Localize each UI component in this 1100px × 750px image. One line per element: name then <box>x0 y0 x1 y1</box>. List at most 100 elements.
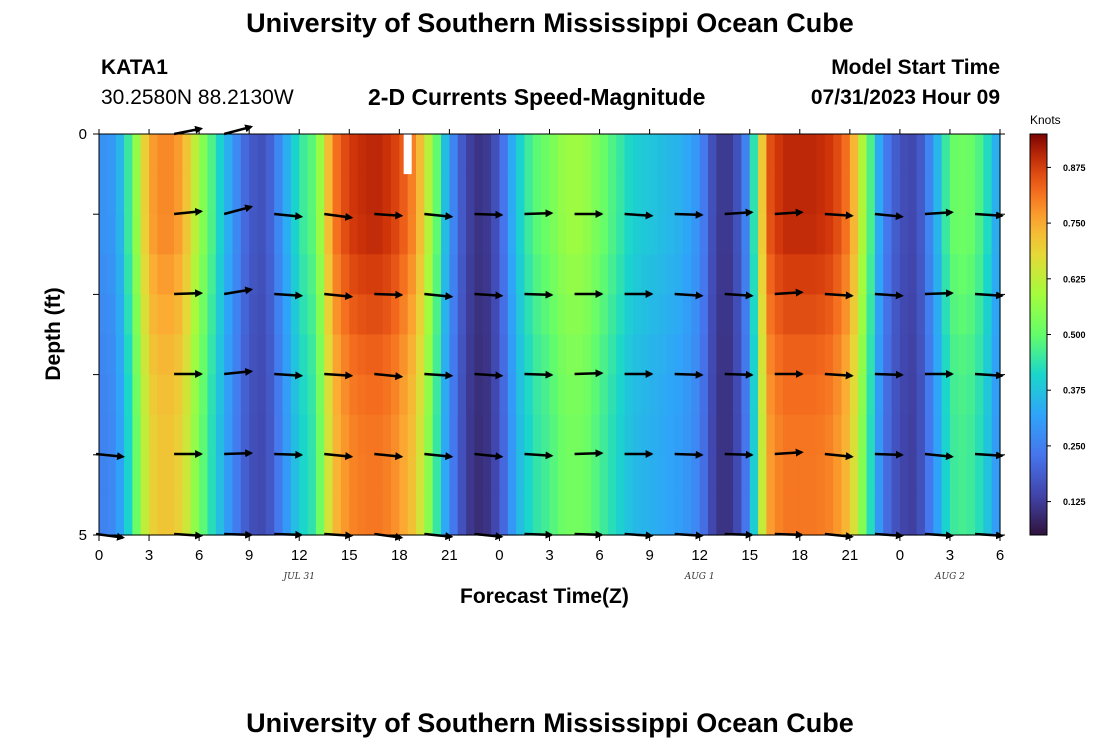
heatmap-cell <box>883 294 893 336</box>
heatmap-cell <box>966 454 976 496</box>
heatmap-cell <box>749 254 759 295</box>
heatmap-cell <box>941 454 951 496</box>
current-vector <box>924 208 954 217</box>
current-vector <box>524 451 554 460</box>
heatmap-cell <box>541 494 551 536</box>
heatmap-cell <box>290 334 300 376</box>
heatmap-cell <box>766 414 776 456</box>
heatmap-cell <box>374 454 384 496</box>
heatmap-cell <box>582 214 592 255</box>
heatmap-cell <box>149 454 158 496</box>
heatmap-cell <box>449 174 459 215</box>
heatmap-cell <box>190 254 200 295</box>
heatmap-cell <box>340 174 350 215</box>
heatmap-cell <box>591 494 601 536</box>
heatmap-cell <box>924 294 934 336</box>
current-vector <box>474 452 504 461</box>
heatmap-cell <box>607 334 617 376</box>
heatmap-cell <box>574 414 584 456</box>
heatmap-cell <box>941 214 951 255</box>
heatmap-cell <box>674 414 684 456</box>
current-vector <box>274 371 304 380</box>
heatmap-cell <box>549 334 559 376</box>
heatmap-cell <box>874 374 884 416</box>
heatmap-cell <box>891 134 901 175</box>
heatmap-cell <box>891 374 901 416</box>
current-vector <box>774 208 804 217</box>
heatmap-cell <box>799 294 809 336</box>
heatmap-cell <box>708 374 717 416</box>
heatmap-cell <box>482 414 492 456</box>
heatmap-cell <box>774 374 784 416</box>
heatmap-cell <box>482 454 492 496</box>
station-id: KATA1 <box>101 56 168 79</box>
heatmap-cell <box>457 494 467 536</box>
heatmap-cell <box>374 494 384 536</box>
heatmap-cell <box>991 294 1001 336</box>
heatmap-cell <box>165 174 175 215</box>
heatmap-cell <box>332 374 342 416</box>
current-vector <box>974 371 1004 380</box>
heatmap-cell <box>983 374 993 416</box>
heatmap-cell <box>449 414 459 456</box>
heatmap-cell <box>132 174 142 215</box>
heatmap-cell <box>607 414 617 456</box>
heatmap-cell <box>299 454 309 496</box>
heatmap-cell <box>783 414 793 456</box>
heatmap-cell <box>741 294 751 336</box>
heatmap-cell <box>908 134 918 175</box>
heatmap-cell <box>424 294 434 336</box>
heatmap-cell <box>641 454 651 496</box>
heatmap-cell <box>232 374 242 416</box>
heatmap-cell <box>299 214 309 255</box>
heatmap-cell <box>466 414 476 456</box>
heatmap-cell <box>783 254 793 295</box>
heatmap-cell <box>290 494 300 536</box>
heatmap-cell <box>315 254 325 295</box>
heatmap-cell <box>432 494 442 536</box>
heatmap-cell <box>566 454 576 496</box>
heatmap-cell <box>499 494 509 536</box>
heatmap-cell <box>516 254 526 295</box>
current-vector <box>223 286 254 296</box>
heatmap-cell <box>516 214 526 255</box>
heatmap-cell <box>157 174 167 215</box>
heatmap-cell <box>983 334 993 376</box>
heatmap-cell <box>816 454 826 496</box>
heatmap-cell <box>257 454 267 496</box>
heatmap-cell <box>599 174 609 215</box>
heatmap-cell <box>507 414 517 456</box>
heatmap-cell <box>182 454 192 496</box>
heatmap-cell <box>315 374 325 416</box>
heatmap-cell <box>808 454 818 496</box>
heatmap-cell <box>215 454 225 496</box>
current-vector <box>774 288 804 297</box>
x-tick-label: 3 <box>946 547 954 564</box>
heatmap-cell <box>382 414 392 456</box>
heatmap-cell <box>182 214 192 255</box>
colorbar-bar <box>1029 133 1048 536</box>
heatmap-cell <box>299 174 309 215</box>
heatmap-cell <box>983 174 993 215</box>
heatmap-cell <box>574 214 584 255</box>
heatmap-cell <box>382 134 392 175</box>
heatmap-cell <box>282 254 292 295</box>
heatmap-cell <box>574 374 584 416</box>
heatmap-cell <box>632 254 642 295</box>
heatmap-cell <box>315 134 325 175</box>
colorbar-tick-label: 0.375 <box>1063 386 1086 396</box>
heatmap-cell <box>983 494 993 536</box>
heatmap-cell <box>924 254 934 295</box>
heatmap-cell <box>257 374 267 416</box>
heatmap-cell <box>766 454 776 496</box>
heatmap-cell <box>874 254 884 295</box>
heatmap-cell <box>332 174 342 215</box>
heatmap-cell <box>574 134 584 175</box>
heatmap-cell <box>407 294 417 336</box>
heatmap-cell <box>774 214 784 255</box>
current-vector <box>974 291 1004 300</box>
heatmap-cell <box>407 334 417 376</box>
heatmap-cell <box>682 214 692 255</box>
heatmap-cell <box>399 414 409 456</box>
heatmap-cell <box>566 294 576 336</box>
